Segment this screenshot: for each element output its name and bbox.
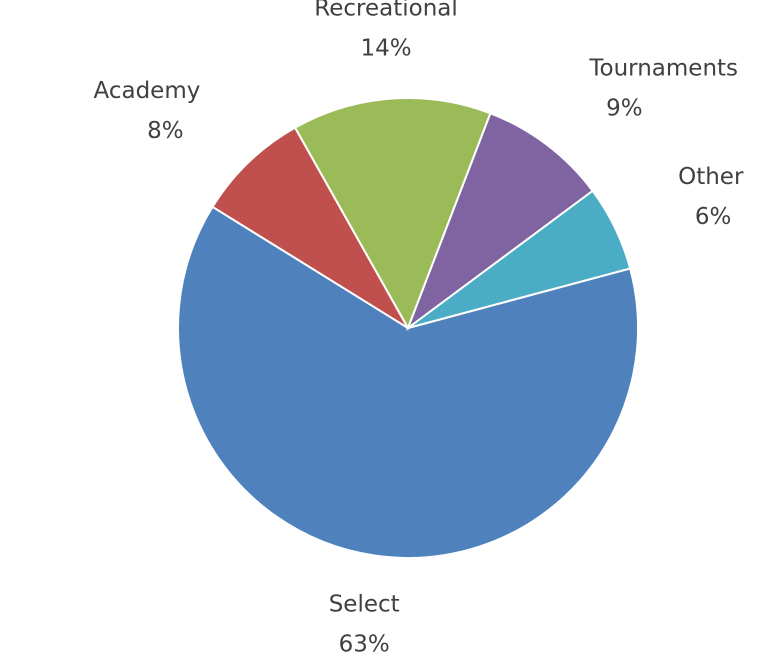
value-label: 8%	[147, 118, 184, 144]
slice-label: Recreational	[314, 0, 457, 21]
pie-slice	[177, 205, 639, 559]
slice-label: Other	[678, 164, 744, 190]
slice-label: Academy	[94, 78, 201, 104]
pie-slice	[407, 189, 632, 329]
value-label: 63%	[339, 631, 390, 657]
value-label: 14%	[360, 35, 411, 61]
value-label: 9%	[606, 96, 643, 122]
pie-slice	[211, 126, 409, 329]
slice-label: Tournaments	[588, 56, 738, 82]
pie-slice	[405, 111, 595, 331]
pie-slice	[293, 97, 492, 331]
value-label: 6%	[695, 204, 732, 230]
slice-label: Select	[329, 591, 400, 617]
